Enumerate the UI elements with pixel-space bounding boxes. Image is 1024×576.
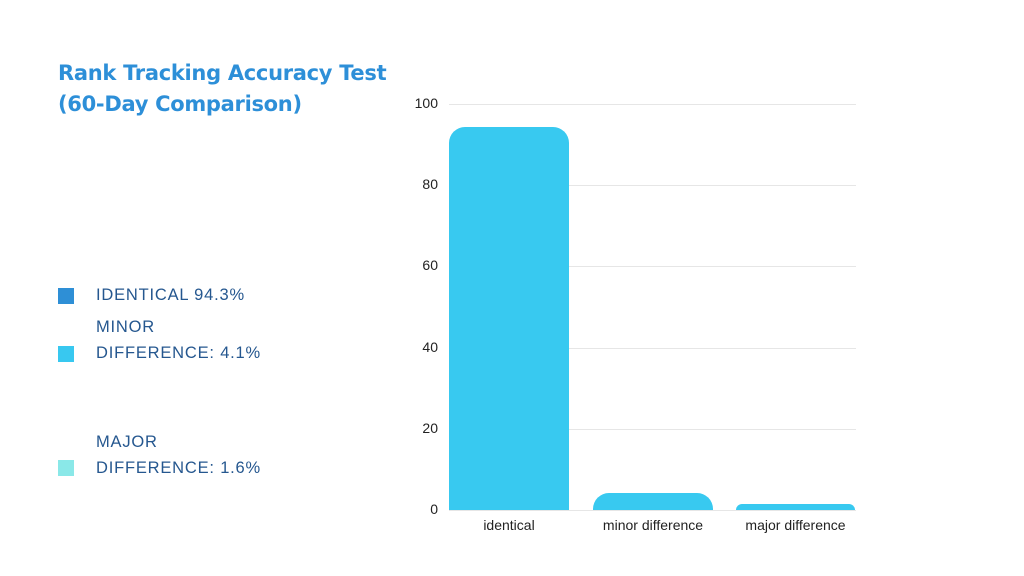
- y-tick-label: 60: [422, 257, 438, 273]
- y-tick-label: 0: [430, 501, 438, 517]
- x-tick-label: minor difference: [602, 517, 704, 533]
- y-tick-label: 80: [422, 176, 438, 192]
- legend-swatch-icon: [58, 288, 74, 304]
- gridline: [449, 348, 856, 349]
- legend-swatch-icon: [58, 346, 74, 362]
- x-tick-label: identical: [483, 517, 535, 533]
- legend-label: MINOR DIFFERENCE: 4.1%: [96, 318, 261, 362]
- bar-identical: [449, 127, 569, 510]
- x-tick-label: major difference: [745, 517, 846, 533]
- y-tick-label: 100: [414, 95, 438, 111]
- legend-swatch-icon: [58, 460, 74, 476]
- gridline: [449, 510, 856, 511]
- chart-title-line1: Rank Tracking Accuracy Test: [58, 61, 387, 85]
- gridline: [449, 429, 856, 430]
- gridline: [449, 266, 856, 267]
- gridline: [449, 104, 856, 105]
- y-tick-label: 20: [422, 420, 438, 436]
- chart-title-line2: (60-Day Comparison): [58, 92, 302, 116]
- gridline: [449, 185, 856, 186]
- bar-major-difference: [736, 503, 855, 510]
- y-tick-label: 40: [422, 339, 438, 355]
- chart-title: Rank Tracking Accuracy Test (60-Day Comp…: [58, 58, 387, 120]
- legend-label: MAJOR DIFFERENCE: 1.6%: [96, 433, 261, 477]
- legend-label: IDENTICAL 94.3%: [96, 286, 245, 304]
- bar-minor-difference: [593, 493, 713, 510]
